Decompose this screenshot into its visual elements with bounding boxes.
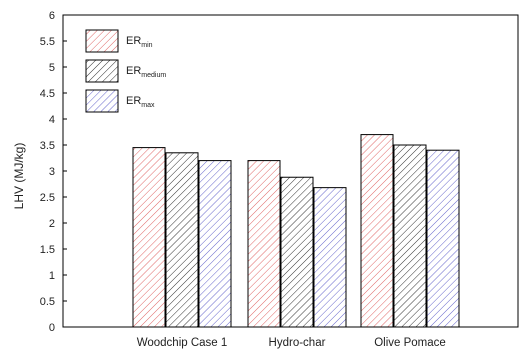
legend-label-main: ER bbox=[126, 65, 141, 77]
legend-swatch-min bbox=[85, 29, 119, 53]
plot-area: 0 0.5 1 1.5 2 2.5 3 3.5 4 4.5 5 5.5 6 Woodchip Case 1… bbox=[40, 10, 519, 349]
legend-label-main: ER bbox=[126, 35, 141, 47]
y-tick-label: 1.5 bbox=[40, 244, 55, 256]
y-tick-label: 5.5 bbox=[40, 36, 55, 48]
y-tick-label: 0 bbox=[49, 322, 55, 334]
bar-olive-pomace-medium bbox=[393, 144, 427, 328]
y-tick-label: 5 bbox=[49, 62, 55, 74]
bar-woodchip-case-1-max bbox=[198, 160, 232, 328]
bar-woodchip-case-1-medium bbox=[165, 152, 199, 328]
x-category-label: Olive Pomace bbox=[374, 337, 446, 349]
legend-label-main: ER bbox=[126, 95, 141, 107]
legend-swatch-medium bbox=[85, 59, 119, 83]
y-tick-label: 1 bbox=[49, 270, 55, 282]
y-tick-label: 2.5 bbox=[40, 192, 55, 204]
bar-hydro-char-medium bbox=[280, 176, 314, 328]
y-tick-label: 2 bbox=[49, 218, 55, 230]
legend-label-min: ERmin bbox=[126, 35, 153, 49]
bar-hydro-char-max bbox=[313, 187, 347, 328]
legend-label-subscript: medium bbox=[141, 72, 166, 79]
legend-label-subscript: max bbox=[141, 102, 155, 109]
bar-woodchip-case-1-min bbox=[132, 147, 166, 328]
x-category-label: Woodchip Case 1 bbox=[137, 337, 228, 349]
bar-olive-pomace-min bbox=[360, 134, 394, 328]
legend-swatch-max bbox=[85, 89, 119, 113]
legend-label-medium: ERmedium bbox=[126, 65, 166, 79]
bar-olive-pomace-max bbox=[426, 149, 460, 328]
y-axis-label: LHV (MJ/kg) bbox=[12, 143, 26, 210]
y-tick-label: 3 bbox=[49, 166, 55, 178]
y-tick-label: 4 bbox=[49, 114, 55, 126]
y-tick-label: 3.5 bbox=[40, 140, 55, 152]
y-tick-label: 0.5 bbox=[40, 296, 55, 308]
bar-hydro-char-min bbox=[247, 160, 281, 328]
legend-label-max: ERmax bbox=[126, 95, 155, 109]
y-tick-label: 4.5 bbox=[40, 88, 55, 100]
y-tick-label: 6 bbox=[49, 10, 55, 22]
x-category-label: Hydro-char bbox=[269, 337, 326, 349]
legend-label-subscript: min bbox=[141, 42, 152, 49]
